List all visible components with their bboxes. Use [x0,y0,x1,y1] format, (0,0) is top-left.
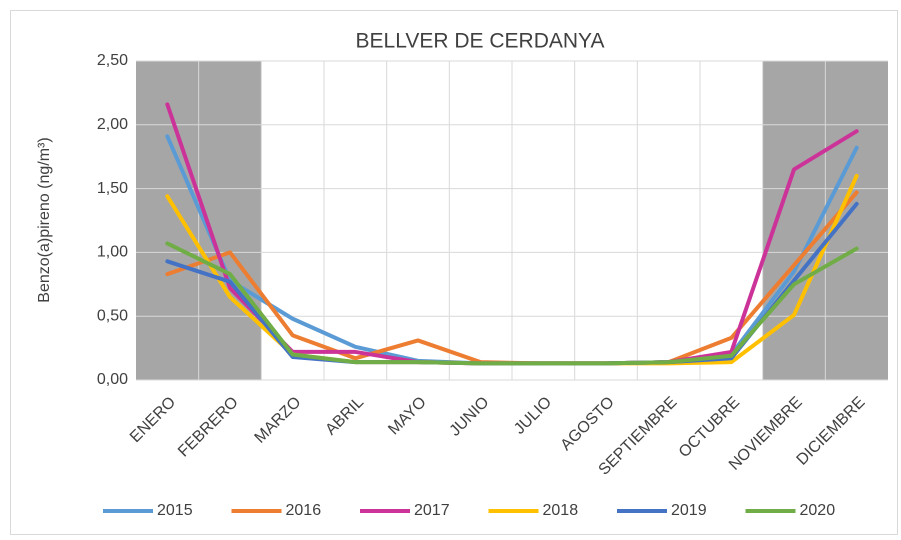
y-tick-label: 2,00 [97,116,128,133]
series-line [165,241,859,366]
chart-title: BELLVER DE CERDANYA [356,30,605,53]
y-tick-label: 2,50 [97,52,128,69]
y-tick-label: 1,50 [97,180,128,197]
legend-label: 2016 [286,502,322,519]
y-axis-label: Benzo(a)pireno (ng/m³) [36,137,53,302]
legend-label: 2019 [671,502,707,519]
legend-label: 2020 [800,502,836,519]
y-tick-label: 1,00 [97,244,128,261]
legend-label: 2017 [414,502,450,519]
legend-label: 2018 [543,502,579,519]
y-tick-label: 0,00 [97,371,128,388]
legend-label: 2015 [157,502,193,519]
y-tick-label: 0,50 [97,307,128,324]
